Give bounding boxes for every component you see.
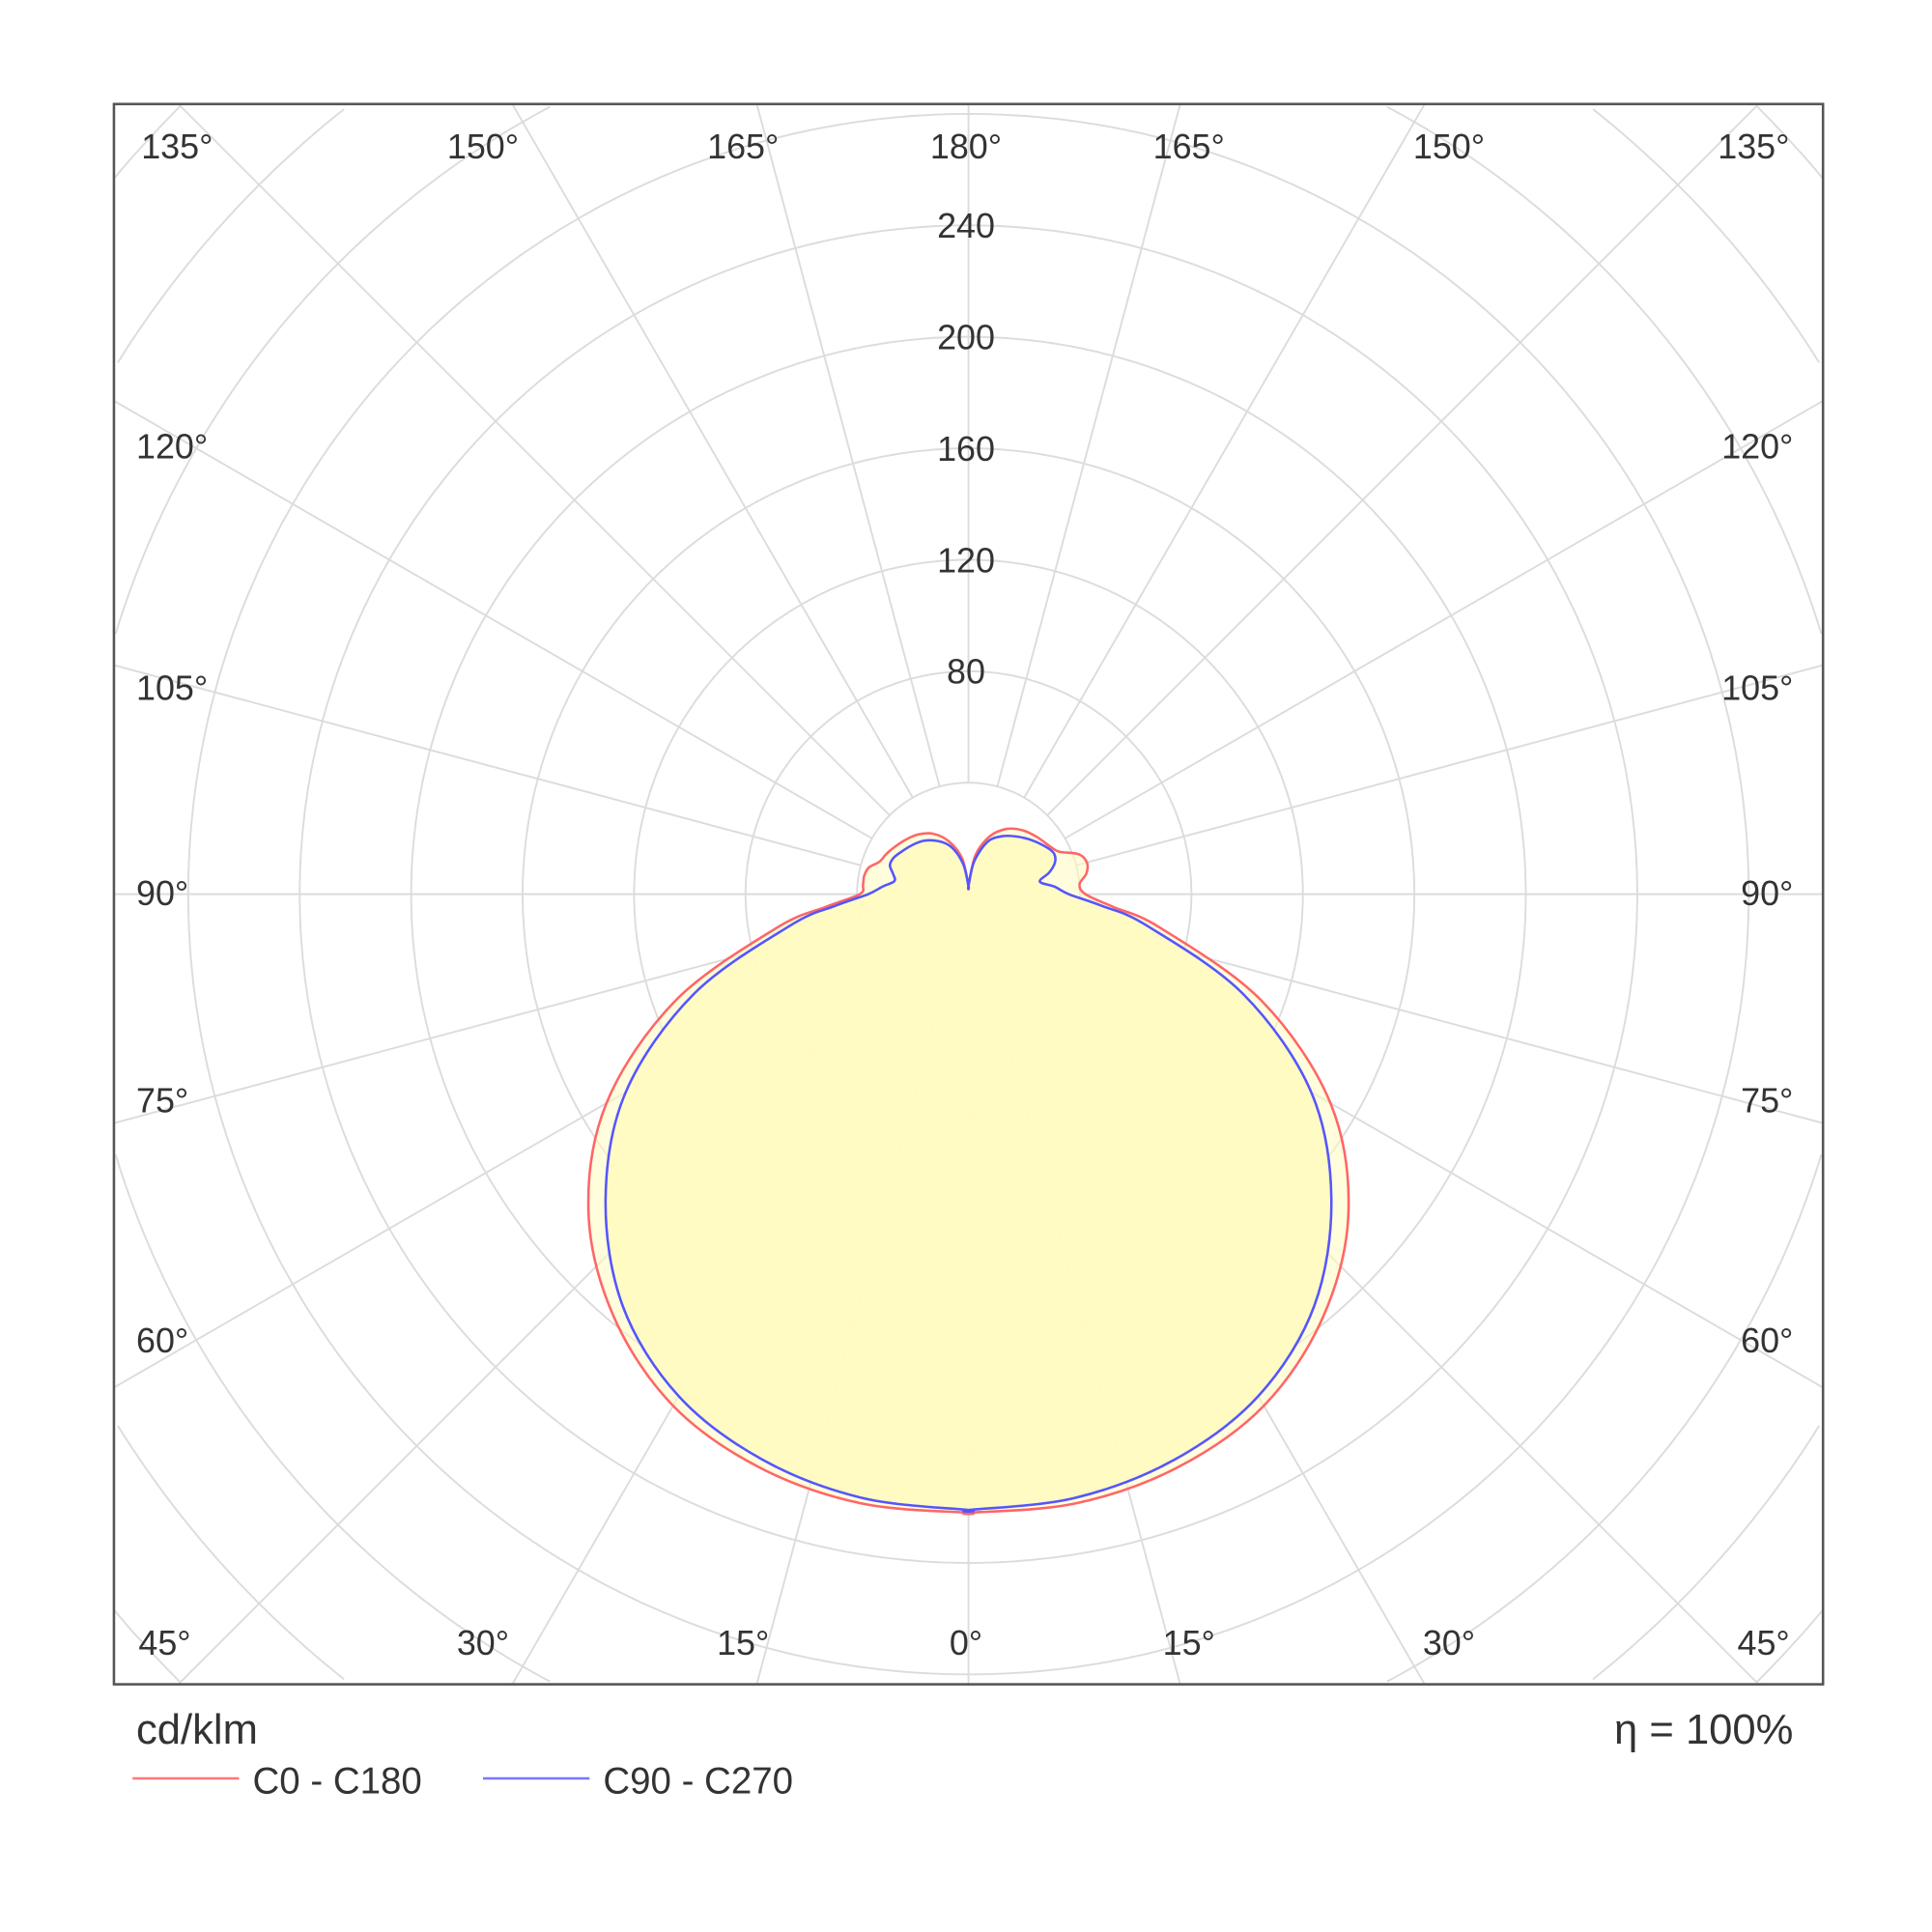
- grid-spoke: [1065, 400, 1824, 839]
- grid-spoke: [1075, 664, 1824, 867]
- legend-label-c0-c180: C0 - C180: [253, 1760, 422, 1802]
- angle-label-left: 60°: [136, 1321, 188, 1360]
- angle-label-top: 135°: [141, 128, 213, 166]
- angle-label-bottom: 30°: [1423, 1624, 1475, 1662]
- radial-tick-label: 200: [937, 319, 995, 357]
- radial-tick-label: 160: [937, 430, 995, 469]
- radial-tick-label: 240: [937, 207, 995, 245]
- efficiency-label: η = 100%: [1614, 1707, 1793, 1753]
- angle-label-top: 165°: [707, 128, 779, 166]
- angle-label-right: 75°: [1741, 1081, 1793, 1120]
- curves: [586, 827, 1350, 1516]
- series-line-c90-c270: [604, 834, 1333, 1513]
- angle-label-right: 90°: [1741, 874, 1793, 913]
- angle-label-bottom: 0°: [950, 1624, 982, 1662]
- fill-c90-c270: [605, 836, 1332, 1512]
- angle-label-left: 90°: [136, 874, 188, 913]
- angle-labels: 135° 150° 165° 180° 165° 150° 135° 120° 105° 90° 7…: [136, 128, 1793, 1662]
- grid-spoke: [177, 103, 891, 816]
- radial-tick-label: 80: [947, 653, 985, 692]
- grid-ring: [114, 105, 1823, 1683]
- angle-label-bottom: 45°: [138, 1624, 190, 1662]
- angle-label-left: 75°: [136, 1081, 188, 1120]
- grid-ring: [117, 108, 1821, 1681]
- radial-labels: 80 120 160 200 240: [937, 207, 995, 692]
- angle-label-right: 120°: [1721, 427, 1793, 466]
- angle-label-top: 180°: [930, 128, 1002, 166]
- grid-spoke: [113, 664, 862, 867]
- angle-label-top: 135°: [1718, 128, 1789, 166]
- grid-ring: [113, 105, 1824, 1684]
- legend-label-c90-c270: C90 - C270: [603, 1760, 793, 1802]
- grid-spoke: [1023, 103, 1426, 799]
- grid-spoke: [113, 400, 873, 839]
- angle-label-bottom: 30°: [457, 1624, 509, 1662]
- grid-spoke: [511, 103, 914, 799]
- unit-label: cd/klm: [136, 1707, 258, 1753]
- angle-label-top: 150°: [447, 128, 519, 166]
- angle-label-bottom: 45°: [1738, 1624, 1790, 1662]
- angle-label-top: 165°: [1153, 128, 1225, 166]
- angle-label-bottom: 15°: [1163, 1624, 1215, 1662]
- angle-label-left: 105°: [136, 668, 208, 707]
- plot-frame: [112, 102, 1825, 1686]
- angle-label-left: 120°: [136, 427, 208, 466]
- grid-spoke: [996, 103, 1181, 787]
- legend: C0 - C180 C90 - C270: [132, 1760, 793, 1802]
- angle-label-top: 150°: [1413, 128, 1485, 166]
- grid-spoke: [755, 103, 941, 787]
- angle-label-right: 105°: [1721, 668, 1793, 707]
- angle-label-right: 60°: [1741, 1321, 1793, 1360]
- grid-spoke: [1046, 103, 1760, 816]
- angle-label-bottom: 15°: [717, 1624, 769, 1662]
- radial-tick-label: 120: [937, 541, 995, 580]
